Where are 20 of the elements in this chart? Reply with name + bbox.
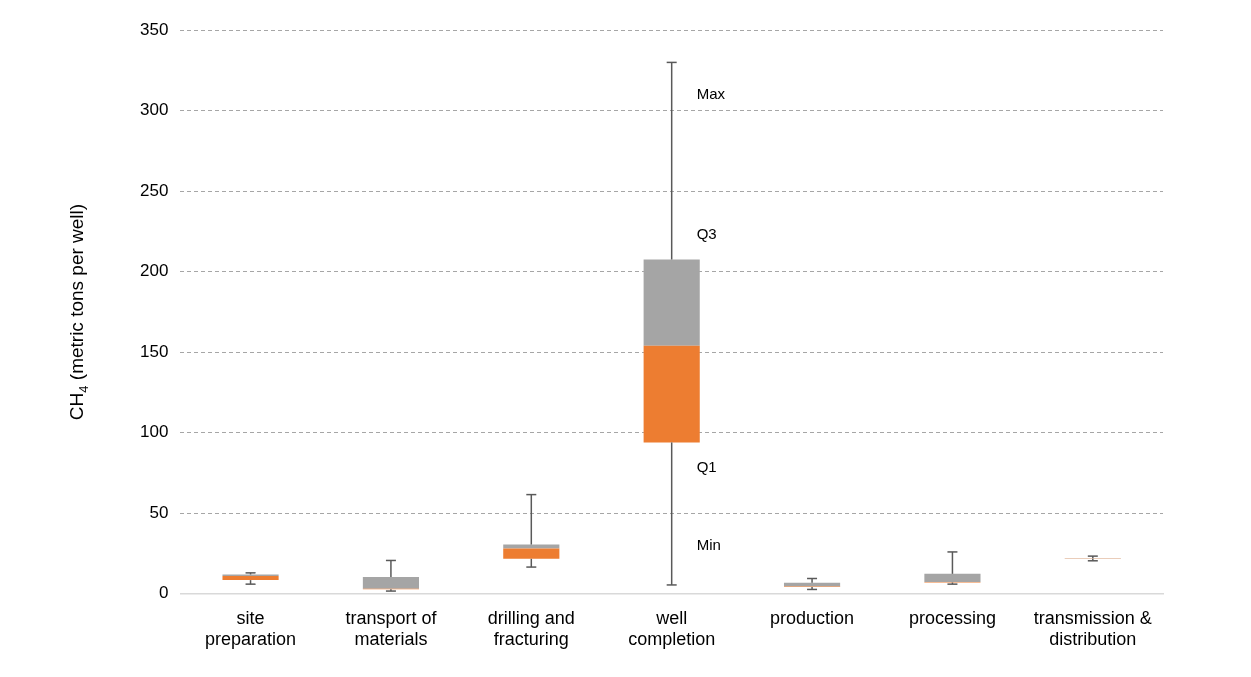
y-tick-label: 250 — [139, 180, 169, 200]
y-tick-label: 300 — [139, 100, 169, 120]
x-tick-label: transport of materials — [345, 607, 438, 650]
y-axis-title: CH4 (metric tons per well) — [66, 203, 91, 421]
y-tick-label: 50 — [149, 502, 169, 522]
annotation: Q3 — [696, 224, 717, 242]
y-tick-label: 0 — [158, 583, 169, 603]
x-tick-label: well completion — [628, 607, 716, 650]
y-tick-label: 150 — [139, 341, 169, 361]
x-tick-label: transmission & distribution — [1033, 607, 1152, 650]
annotation: Max — [696, 84, 726, 102]
y-tick-label: 200 — [139, 261, 169, 281]
x-tick-label: drilling and fracturing — [487, 607, 575, 650]
x-tick-label: processing — [908, 607, 996, 628]
x-tick-label: production — [770, 607, 855, 628]
annotation: Min — [696, 535, 721, 553]
x-tick-label: site preparation — [205, 607, 297, 650]
y-tick-label: 100 — [139, 422, 169, 442]
annotation: Q1 — [696, 458, 717, 476]
y-tick-label: 350 — [139, 19, 169, 39]
